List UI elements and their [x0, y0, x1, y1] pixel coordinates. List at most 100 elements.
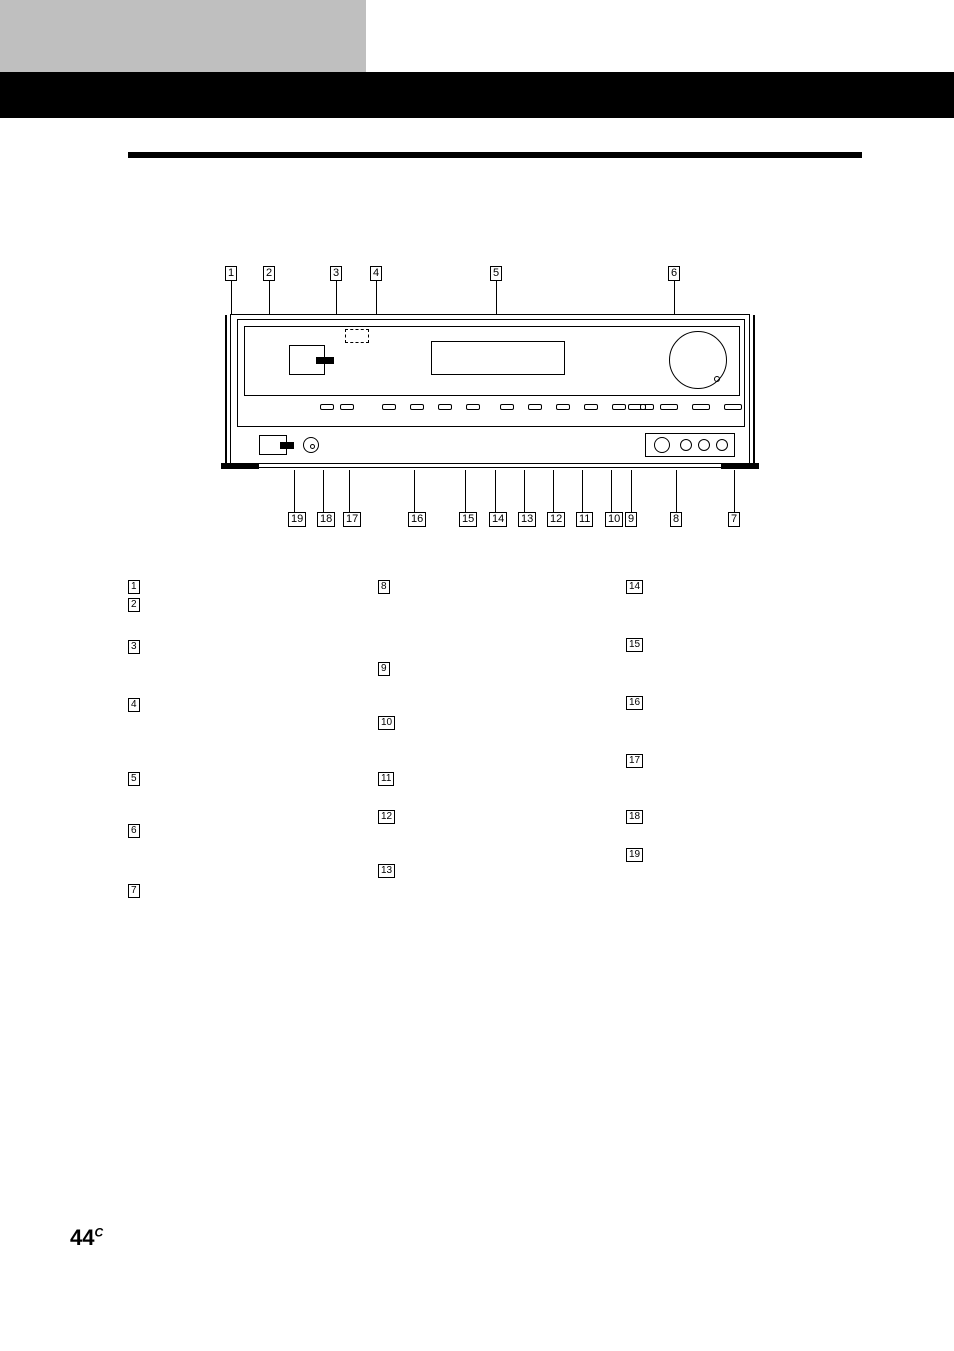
legend-entry-number: 18	[626, 810, 643, 824]
panel-button-icon	[528, 404, 542, 410]
eject-button-icon	[259, 435, 287, 455]
callout-11: 11	[576, 512, 593, 527]
legend-entry-number: 16	[626, 696, 643, 710]
page-number: 44C	[70, 1225, 103, 1251]
callout-lead	[734, 470, 735, 512]
callout-lead	[524, 470, 525, 512]
legend-entry-3: 3	[128, 640, 146, 656]
callout-lead	[336, 280, 337, 316]
callout-lead	[674, 280, 675, 316]
legend-entry-2: 2	[128, 598, 146, 614]
jack-icon	[716, 439, 728, 451]
amp-foot-right	[721, 463, 759, 469]
legend-entry-number: 8	[378, 580, 390, 594]
callout-lead	[465, 470, 466, 512]
legend-entry-17: 17	[626, 754, 649, 770]
legend-entry-19: 19	[626, 848, 649, 864]
panel-button-icon	[556, 404, 570, 410]
callout-3: 3	[330, 266, 342, 281]
legend-entry-number: 1	[128, 580, 140, 594]
callout-7: 7	[728, 512, 740, 527]
callout-13: 13	[518, 512, 536, 527]
volume-knob-icon	[669, 331, 727, 389]
jack-icon	[680, 439, 692, 451]
amp-bottom-line	[237, 463, 745, 464]
callout-lead	[496, 280, 497, 316]
jack-icon	[698, 439, 710, 451]
legend-entry-number: 11	[378, 772, 394, 786]
callout-9: 9	[625, 512, 637, 527]
legend-entry-number: 12	[378, 810, 395, 824]
callout-5: 5	[490, 266, 502, 281]
amp-upper-panel	[244, 326, 740, 396]
callout-lead	[631, 470, 632, 512]
legend-entry-11: 11	[378, 772, 400, 788]
legend-entry-14: 14	[626, 580, 649, 596]
callout-lead	[553, 470, 554, 512]
legend-entry-number: 13	[378, 864, 395, 878]
legend-entry-4: 4	[128, 698, 146, 714]
jack-icon	[654, 437, 670, 453]
legend-entry-9: 9	[378, 662, 396, 678]
legend-entry-7: 7	[128, 884, 146, 900]
callout-lead	[349, 470, 350, 512]
panel-button-icon	[692, 404, 710, 410]
callout-15: 15	[459, 512, 477, 527]
legend-entry-6: 6	[128, 824, 146, 840]
legend-entry-number: 19	[626, 848, 643, 862]
legend-entry-number: 14	[626, 580, 643, 594]
header-gray-box	[0, 0, 366, 72]
panel-button-icon	[382, 404, 396, 410]
amplifier-diagram: 123456 19181716151413121110987	[210, 250, 770, 540]
legend-entry-1: 1	[128, 580, 146, 596]
callout-12: 12	[547, 512, 565, 527]
legend-entry-10: 10	[378, 716, 401, 732]
callout-8: 8	[670, 512, 682, 527]
legend-entry-16: 16	[626, 696, 649, 712]
callout-lead	[582, 470, 583, 512]
power-button-icon	[289, 345, 325, 375]
callout-lead	[231, 280, 232, 316]
front-jacks	[645, 433, 735, 457]
amp-lower-panel	[237, 431, 745, 461]
ir-sensor-icon	[345, 329, 369, 343]
callout-14: 14	[489, 512, 507, 527]
callout-18: 18	[317, 512, 335, 527]
callout-10: 10	[605, 512, 623, 527]
callout-1: 1	[225, 266, 237, 281]
callout-lead	[376, 280, 377, 316]
panel-button-icon	[410, 404, 424, 410]
amp-right-edge	[753, 315, 755, 469]
legend-entry-number: 6	[128, 824, 140, 838]
callout-17: 17	[343, 512, 361, 527]
callout-16: 16	[408, 512, 426, 527]
callout-6: 6	[668, 266, 680, 281]
panel-button-icon	[660, 404, 678, 410]
panel-button-icon	[340, 404, 354, 410]
panel-button-icon	[584, 404, 598, 410]
callout-lead	[611, 470, 612, 512]
panel-button-icon	[320, 404, 334, 410]
callout-lead	[323, 470, 324, 512]
callout-2: 2	[263, 266, 275, 281]
callout-lead	[495, 470, 496, 512]
section-thick-rule	[128, 152, 862, 158]
callout-19: 19	[288, 512, 306, 527]
legend-entry-13: 13	[378, 864, 401, 880]
amp-foot-left	[221, 463, 259, 469]
display-window	[431, 341, 565, 375]
legend-entry-number: 5	[128, 772, 140, 786]
legend-entry-5: 5	[128, 772, 146, 788]
legend-entry-number: 15	[626, 638, 643, 652]
button-strip	[278, 404, 648, 414]
panel-button-icon	[500, 404, 514, 410]
panel-button-icon	[466, 404, 480, 410]
panel-button-icon	[438, 404, 452, 410]
legend-entry-number: 7	[128, 884, 140, 898]
callout-lead	[294, 470, 295, 512]
callout-lead	[269, 280, 270, 316]
legend-entry-number: 17	[626, 754, 643, 768]
panel-button-icon	[628, 404, 646, 410]
legend-entry-number: 3	[128, 640, 140, 654]
legend-entry-number: 9	[378, 662, 390, 676]
